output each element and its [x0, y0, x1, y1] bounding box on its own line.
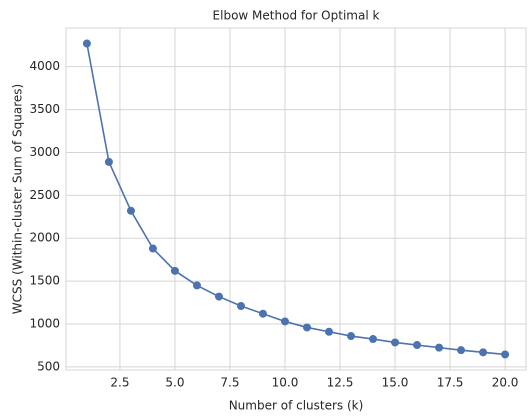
marker	[479, 348, 488, 357]
marker	[280, 317, 289, 326]
marker	[258, 309, 267, 318]
marker	[170, 266, 179, 275]
y-tick-label: 1500	[29, 274, 60, 288]
marker	[457, 346, 466, 355]
y-tick-label: 2000	[29, 231, 60, 245]
marker	[435, 343, 444, 352]
marker	[501, 350, 510, 359]
y-axis-label: WCSS (Within-cluster Sum of Squares)	[11, 84, 25, 314]
x-tick-label: 12.5	[327, 376, 354, 390]
x-tick-label: 15.0	[382, 376, 409, 390]
chart-title: Elbow Method for Optimal k	[213, 9, 380, 23]
y-tick-label: 3000	[29, 145, 60, 159]
marker	[214, 292, 223, 301]
marker	[325, 327, 334, 336]
x-tick-label: 7.5	[220, 376, 239, 390]
y-tick-label: 4000	[29, 59, 60, 73]
marker	[192, 281, 201, 290]
marker	[148, 244, 157, 253]
x-tick-label: 2.5	[110, 376, 129, 390]
marker	[82, 39, 91, 48]
plot-frame	[65, 27, 527, 371]
x-tick-label: 17.5	[437, 376, 464, 390]
y-tick-label: 1000	[29, 317, 60, 331]
marker	[126, 206, 135, 215]
marker	[303, 323, 312, 332]
marker	[104, 157, 113, 166]
x-axis-label: Number of clusters (k)	[229, 399, 364, 413]
marker	[391, 338, 400, 347]
y-tick-label: 2500	[29, 188, 60, 202]
marker	[236, 302, 245, 311]
marker	[413, 341, 422, 350]
y-tick-label: 3500	[29, 102, 60, 116]
x-tick-label: 10.0	[272, 376, 299, 390]
marker	[369, 335, 378, 344]
line	[86, 43, 506, 356]
marker	[347, 332, 356, 341]
x-tick-label: 20.0	[492, 376, 519, 390]
y-tick-label: 500	[37, 359, 60, 373]
x-tick-label: 5.0	[165, 376, 184, 390]
